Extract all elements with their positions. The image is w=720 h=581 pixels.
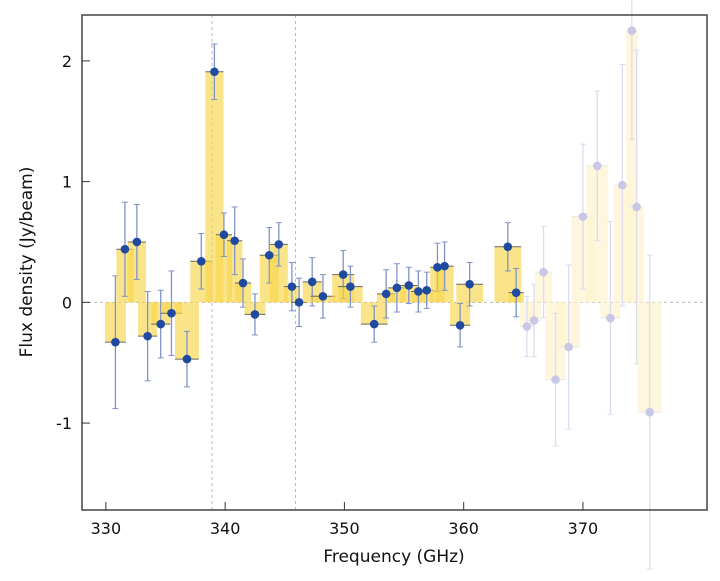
data-point [392,283,402,293]
x-tick-label: 340 [210,519,241,538]
y-tick-label: 2 [62,52,72,71]
data-point [414,287,423,296]
data-point [230,236,239,246]
data-point [381,289,391,299]
data-point [618,180,627,190]
data-point [433,263,442,272]
data-point [307,277,317,287]
flux-bar [626,30,638,303]
data-point [338,270,348,279]
data-point [632,202,641,212]
x-tick-label: 370 [568,519,599,538]
plot-marks [82,0,707,570]
axis-ticks: 330 340 350 360 370 -1 0 1 2 [56,52,598,538]
data-point [294,298,304,307]
data-point [264,250,274,260]
x-axis-label: Frequency (GHz) [323,547,464,567]
data-point [529,316,539,325]
data-point [522,322,532,331]
y-axis-label: Flux density (Jy/beam) [17,167,37,358]
x-tick-label: 330 [91,519,122,538]
y-tick-label: 1 [62,173,72,192]
x-tick-label: 350 [329,519,360,538]
data-point [111,337,120,347]
data-point [238,278,248,288]
data-point [511,288,521,297]
data-point [539,267,548,277]
data-point [606,313,615,323]
data-point [132,237,142,247]
data-point [287,282,297,291]
data-point [645,407,655,417]
data-point [503,242,513,252]
data-point [167,308,176,318]
flux-bar [269,244,288,303]
data-point [219,230,229,240]
data-point [592,161,602,171]
data-point [551,375,560,384]
x-tick-label: 360 [448,519,479,538]
data-point [318,292,328,301]
data-point [422,285,432,295]
data-point [210,67,219,77]
data-point [627,26,637,35]
data-point [182,354,192,364]
data-point [369,319,379,329]
data-point [465,279,474,289]
data-point [156,319,166,329]
y-tick-label: -1 [56,414,72,433]
data-point [274,240,284,249]
data-point [120,244,130,254]
y-tick-label: 0 [62,293,72,312]
data-point [143,331,152,341]
data-point [404,281,414,290]
data-point [346,282,355,291]
data-point [250,310,260,319]
plot-frame [81,14,708,511]
flux-bar [175,302,199,360]
data-point [564,342,573,352]
data-point [440,261,449,271]
data-point [578,212,588,221]
data-point [196,256,206,266]
data-point [455,320,465,330]
